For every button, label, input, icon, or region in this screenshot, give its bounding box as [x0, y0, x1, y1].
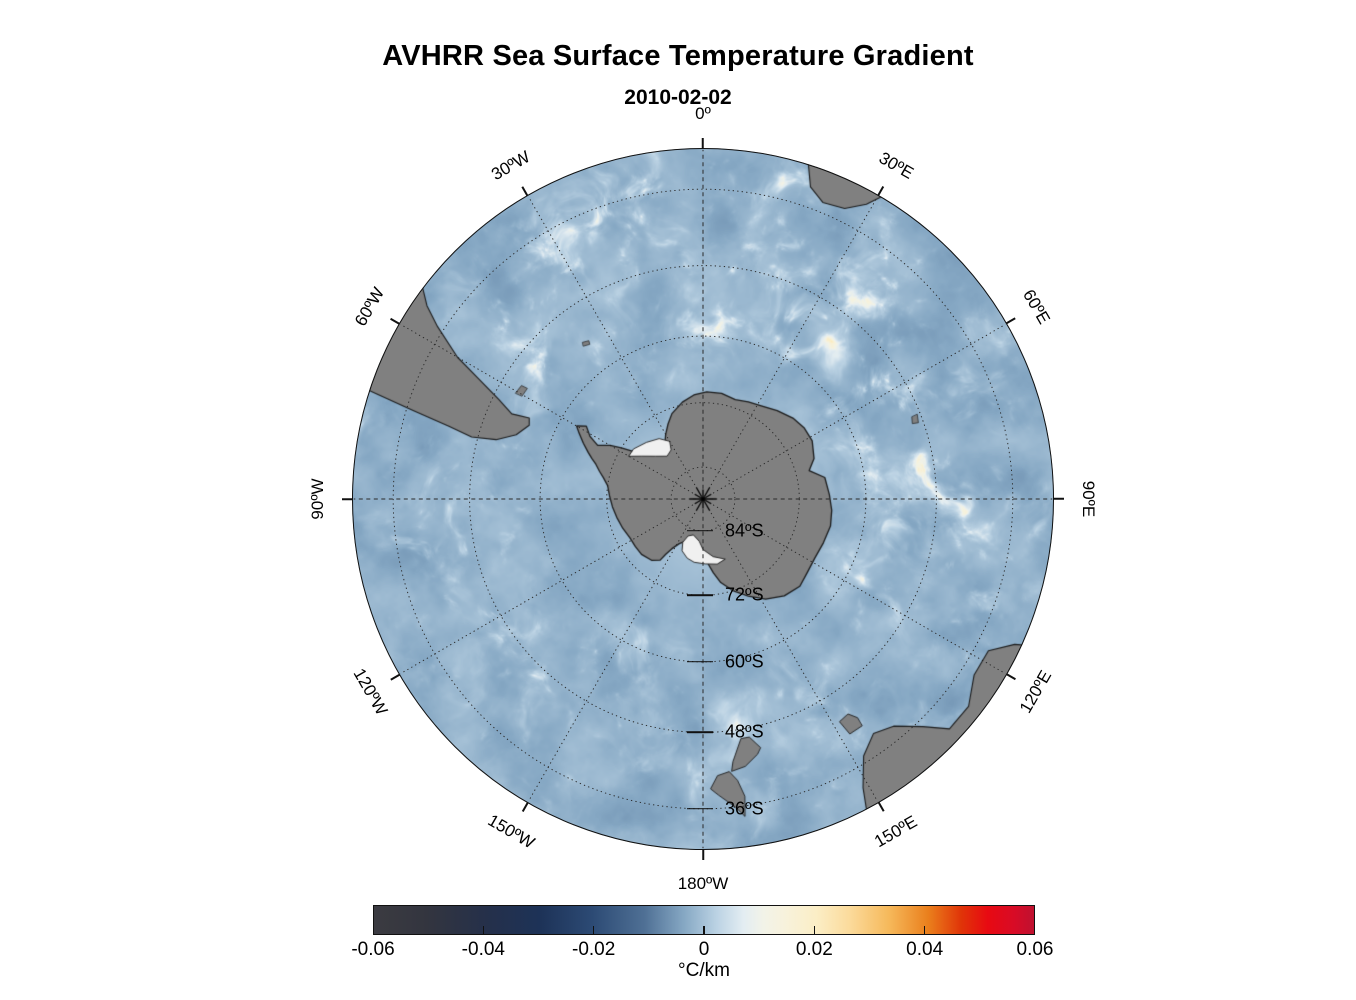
- colorbar[interactable]: -0.06 -0.04 -0.02 0 0.02 0.04 0.06: [351, 905, 1053, 960]
- longitude-tick: [702, 850, 704, 860]
- figure-subtitle: 2010-02-02: [624, 86, 732, 109]
- latitude-label: 48ºS: [725, 721, 764, 742]
- meridian-150: [703, 501, 879, 802]
- meridian-60: [705, 323, 1006, 499]
- longitude-tick: [1054, 498, 1064, 500]
- longitude-label: 0º: [695, 104, 711, 123]
- meridian--120: [400, 499, 701, 675]
- colorbar-tick: [813, 926, 816, 935]
- latitude-tick: [687, 731, 713, 734]
- colorbar-tick-label: 0.06: [1016, 939, 1054, 960]
- longitude-label: 90ºW: [308, 478, 327, 520]
- latitude-label: 60ºS: [725, 651, 764, 672]
- meridian-30: [703, 196, 879, 497]
- latitude-label: 36ºS: [725, 798, 764, 819]
- colorbar-tick-label: 0: [698, 939, 710, 960]
- longitude-label: 180ºW: [677, 874, 729, 893]
- colorbar-tick: [703, 926, 705, 935]
- latitude-label: 72ºS: [725, 584, 764, 605]
- latitude-tick: [687, 661, 713, 663]
- colorbar-tick: [923, 926, 926, 935]
- parallel--48: [469, 265, 937, 733]
- page-title: AVHRR Sea Surface Temperature Gradient: [382, 40, 974, 72]
- meridian--60: [400, 323, 701, 499]
- meridian--30: [527, 196, 703, 497]
- meridian--150: [527, 501, 703, 802]
- colorbar-tick-label: -0.06: [351, 939, 395, 960]
- polar-map: 0º 30ºE 60ºE 90ºE 120ºE 150ºE 180ºW 150ºW 120ºW 9…: [308, 104, 1098, 893]
- colorbar-tick-label: -0.04: [461, 939, 505, 960]
- longitude-tick: [342, 498, 352, 500]
- colorbar-tick-label: -0.02: [572, 939, 616, 960]
- colorbar-tick: [482, 926, 485, 935]
- latitude-tick: [687, 594, 713, 597]
- latitude-label: 84ºS: [725, 520, 764, 541]
- colorbar-tick-label: 0.04: [906, 939, 944, 960]
- colorbar-tick-label: 0.02: [795, 939, 833, 960]
- colorbar-tick: [592, 926, 595, 935]
- graticule: [353, 149, 1053, 849]
- longitude-tick: [702, 138, 704, 148]
- latitude-tick: [687, 530, 713, 532]
- map-disc: [352, 148, 1054, 850]
- longitude-label: 90ºE: [1079, 480, 1098, 518]
- parallel--60: [539, 335, 867, 663]
- latitude-tick: [687, 807, 713, 810]
- parallel--36: [392, 188, 1014, 810]
- colorbar-unit-label: °C/km: [678, 960, 730, 981]
- parallel--72: [606, 402, 800, 596]
- meridian-120: [705, 499, 1006, 675]
